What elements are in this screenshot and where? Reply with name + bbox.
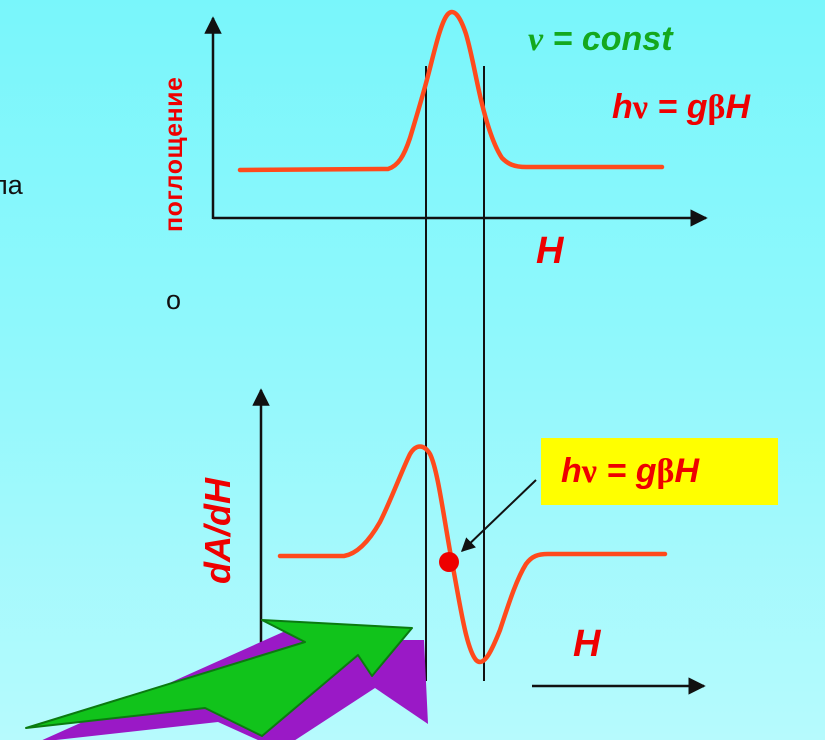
top-y-axis-label: поглощение: [160, 76, 188, 232]
bottom-x-axis-label: H: [573, 623, 601, 665]
resonance-condition-bottom: hν = gβH: [561, 454, 699, 489]
resonance-highlight-box: [541, 438, 778, 505]
resonance-condition-top: hν = gβH: [612, 90, 750, 125]
res-bottom-h: h: [561, 452, 582, 490]
side-text-2: о: [166, 285, 182, 315]
big-green-arrow-icon: [25, 619, 413, 737]
res-bottom-nu: ν: [581, 453, 597, 490]
side-text-1: ла: [0, 170, 23, 200]
res-bottom-mid: = g: [596, 452, 657, 490]
res-bottom-end: H: [674, 452, 699, 490]
top-x-axis-label: H: [536, 230, 564, 272]
res-top-h: h: [612, 88, 633, 126]
nu-symbol: ν: [528, 21, 544, 58]
resonance-pointer-line: [460, 479, 537, 552]
constant-frequency-label: ν = const: [528, 22, 673, 57]
red-dot-icon: [439, 552, 459, 572]
res-top-beta: β: [707, 89, 726, 126]
res-bottom-beta: β: [656, 453, 675, 490]
res-top-mid: = g: [647, 88, 708, 126]
constant-text: = const: [543, 20, 673, 58]
res-top-end: H: [725, 88, 750, 126]
bottom-y-axis-label: dA/dH: [197, 478, 238, 584]
res-top-nu: ν: [632, 89, 648, 126]
absorption-curve: [237, 9, 665, 173]
